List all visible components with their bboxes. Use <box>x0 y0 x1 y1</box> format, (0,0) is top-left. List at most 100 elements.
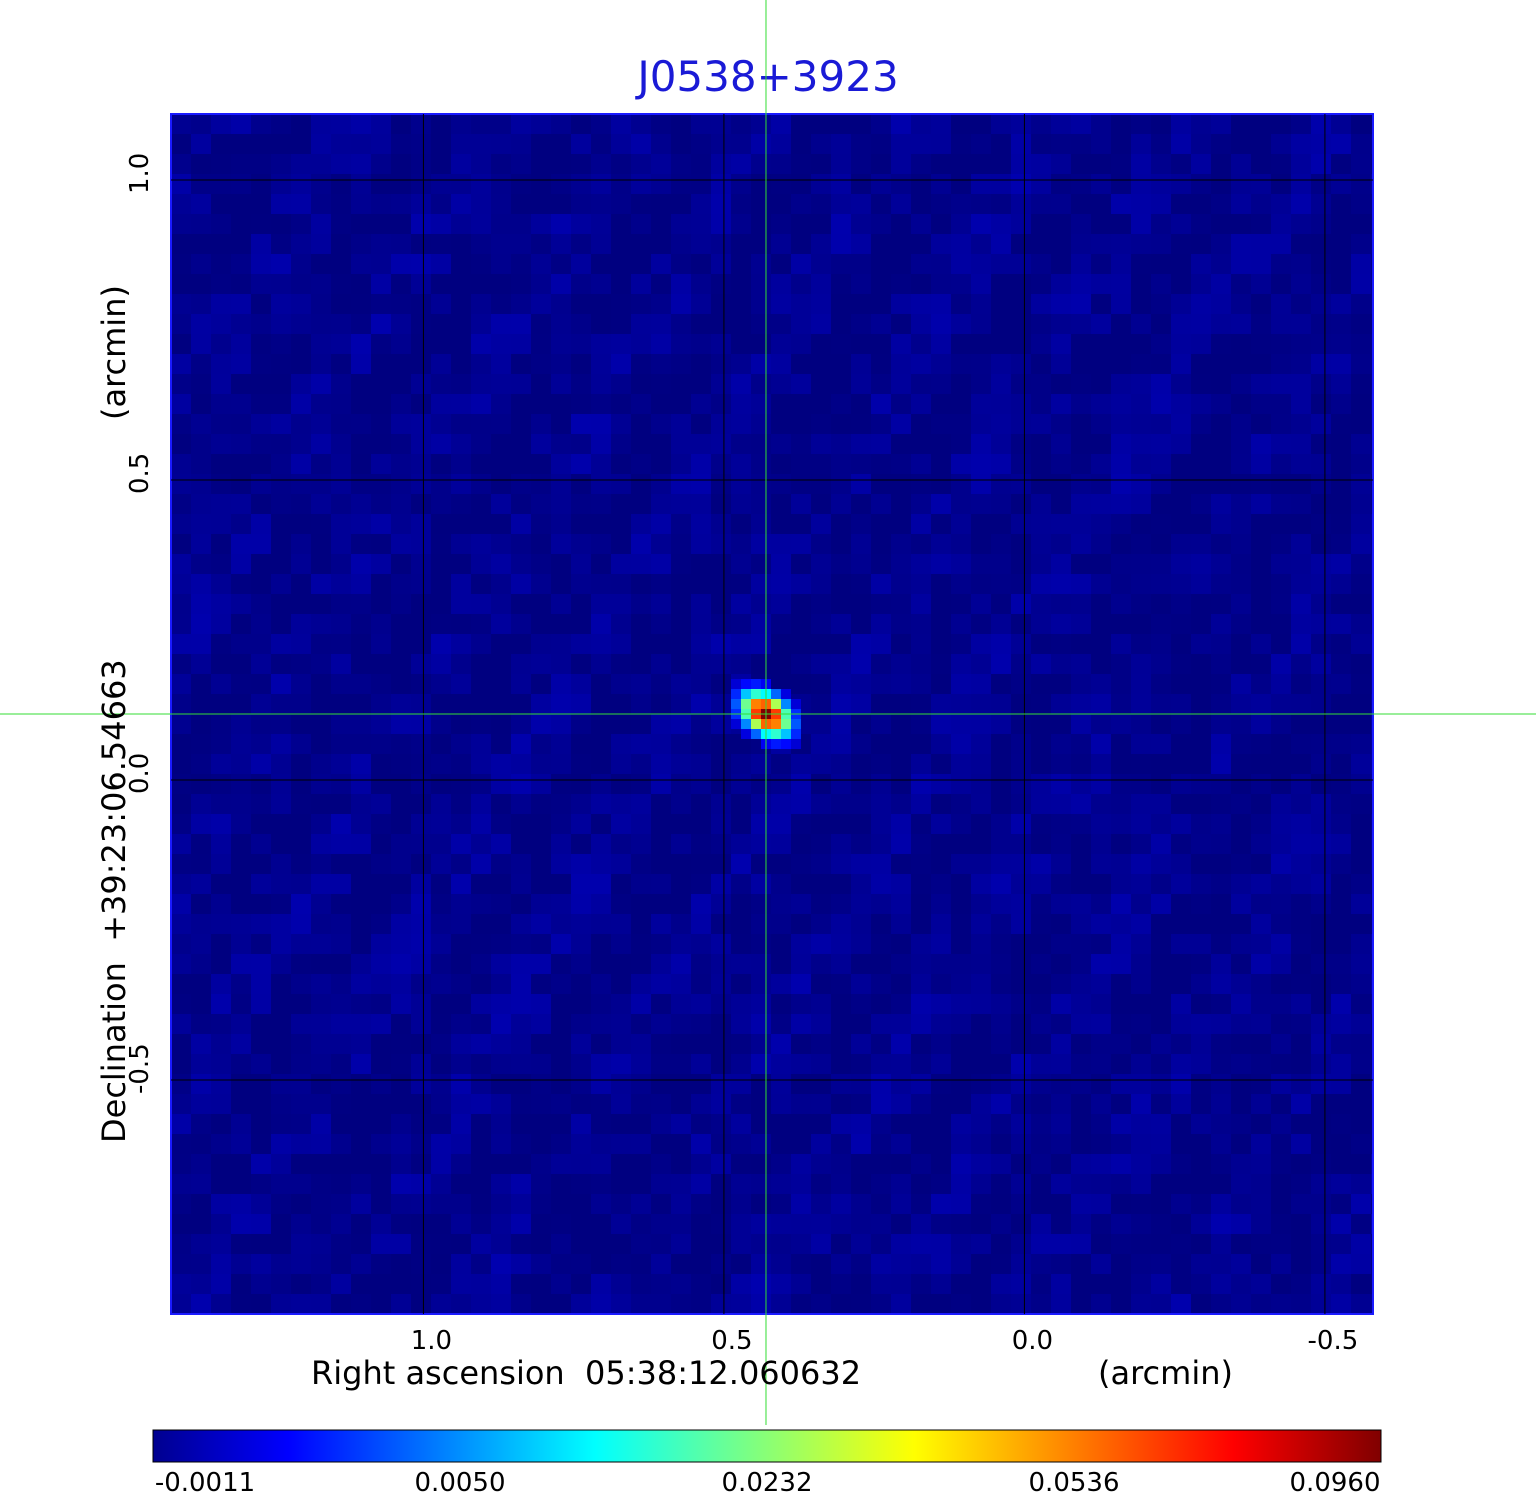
heatmap-cell <box>1351 434 1371 454</box>
heatmap-cell <box>891 1114 911 1134</box>
heatmap-cell <box>191 1174 211 1194</box>
heatmap-cell <box>931 954 951 974</box>
heatmap-cell <box>611 1014 631 1034</box>
heatmap-cell <box>431 334 451 354</box>
heatmap-cell <box>451 614 471 634</box>
heatmap-cell <box>1151 1034 1171 1054</box>
heatmap-cell <box>1331 174 1351 194</box>
heatmap-cell <box>891 954 911 974</box>
heatmap-cell <box>251 1214 271 1234</box>
heatmap-cell <box>251 1114 271 1134</box>
heatmap-cell <box>1311 1254 1331 1274</box>
heatmap-cell <box>951 494 971 514</box>
heatmap-cell <box>411 454 431 474</box>
heatmap-cell <box>631 154 651 174</box>
heatmap-cell <box>1171 314 1191 334</box>
heatmap-cell <box>1351 1214 1371 1234</box>
heatmap-cell <box>411 534 431 554</box>
heatmap-cell <box>771 954 791 974</box>
heatmap-cell <box>1051 654 1071 674</box>
heatmap-cell <box>1131 1054 1151 1074</box>
heatmap-cell <box>551 634 571 654</box>
heatmap-cell <box>671 954 691 974</box>
heatmap-cell <box>471 514 491 534</box>
heatmap-cell <box>1351 834 1371 854</box>
heatmap-cell <box>631 1154 651 1174</box>
heatmap-cell <box>611 834 631 854</box>
heatmap-cell <box>1251 494 1271 514</box>
heatmap-cell <box>1151 274 1171 294</box>
heatmap-cell <box>271 134 291 154</box>
heatmap-cell <box>1071 514 1091 534</box>
heatmap-cell <box>551 1274 571 1294</box>
heatmap-cell <box>1271 734 1291 754</box>
heatmap-cell <box>1291 1254 1311 1274</box>
heatmap-cell <box>1011 1014 1031 1034</box>
heatmap-cell <box>411 294 431 314</box>
heatmap-cell <box>1051 894 1071 914</box>
heatmap-cell <box>911 734 931 754</box>
heatmap-cell <box>1251 1094 1271 1114</box>
heatmap-cell <box>1111 994 1131 1014</box>
heatmap-cell <box>431 214 451 234</box>
heatmap-cell <box>1011 1034 1031 1054</box>
heatmap-cell <box>1131 1194 1151 1214</box>
heatmap-cell <box>611 814 631 834</box>
heatmap-cell <box>1351 894 1371 914</box>
heatmap-cell <box>191 794 211 814</box>
heatmap-cell <box>711 274 731 294</box>
heatmap-cell <box>651 774 671 794</box>
heatmap-cell <box>331 954 351 974</box>
heatmap-cell <box>1151 1154 1171 1174</box>
heatmap-cell <box>591 274 611 294</box>
heatmap-cell <box>411 1154 431 1174</box>
heatmap-cell <box>1271 974 1291 994</box>
heatmap-cell <box>411 834 431 854</box>
heatmap-cell <box>1071 154 1091 174</box>
heatmap-cell <box>911 1294 931 1314</box>
heatmap-cell <box>951 1034 971 1054</box>
source-pixel <box>770 699 781 709</box>
heatmap-cell <box>331 694 351 714</box>
heatmap-cell <box>1131 354 1151 374</box>
heatmap-cell <box>211 1194 231 1214</box>
heatmap-cell <box>911 334 931 354</box>
heatmap-cell <box>1111 974 1131 994</box>
heatmap-cell <box>711 1134 731 1154</box>
heatmap-cell <box>191 494 211 514</box>
heatmap-cell <box>691 374 711 394</box>
heatmap-cell <box>491 1014 511 1034</box>
heatmap-cell <box>1111 1034 1131 1054</box>
heatmap-cell <box>631 734 651 754</box>
heatmap-cell <box>291 534 311 554</box>
heatmap-cell <box>1091 994 1111 1014</box>
heatmap-cell <box>551 1074 571 1094</box>
heatmap-cell <box>731 394 751 414</box>
heatmap-cell <box>331 354 351 374</box>
heatmap-cell <box>1111 234 1131 254</box>
heatmap-cell <box>611 594 631 614</box>
heatmap-cell <box>311 1074 331 1094</box>
heatmap-cell <box>891 614 911 634</box>
heatmap-cell <box>1111 834 1131 854</box>
heatmap-cell <box>831 514 851 534</box>
heatmap-cell <box>1151 714 1171 734</box>
heatmap-cell <box>931 1114 951 1134</box>
heatmap-cell <box>471 454 491 474</box>
heatmap-cell <box>1231 1194 1251 1214</box>
heatmap-cell <box>851 774 871 794</box>
heatmap-cell <box>791 214 811 234</box>
heatmap-cell <box>571 514 591 534</box>
heatmap-cell <box>1031 1294 1051 1314</box>
heatmap-cell <box>811 494 831 514</box>
heatmap-cell <box>1191 634 1211 654</box>
heatmap-cell <box>971 214 991 234</box>
heatmap-cell <box>1231 674 1251 694</box>
heatmap-cell <box>1051 1274 1071 1294</box>
heatmap-cell <box>1031 914 1051 934</box>
heatmap-cell <box>1351 994 1371 1014</box>
heatmap-cell <box>1191 1134 1211 1154</box>
heatmap-cell <box>391 894 411 914</box>
heatmap-cell <box>511 154 531 174</box>
heatmap-cell <box>711 694 731 714</box>
